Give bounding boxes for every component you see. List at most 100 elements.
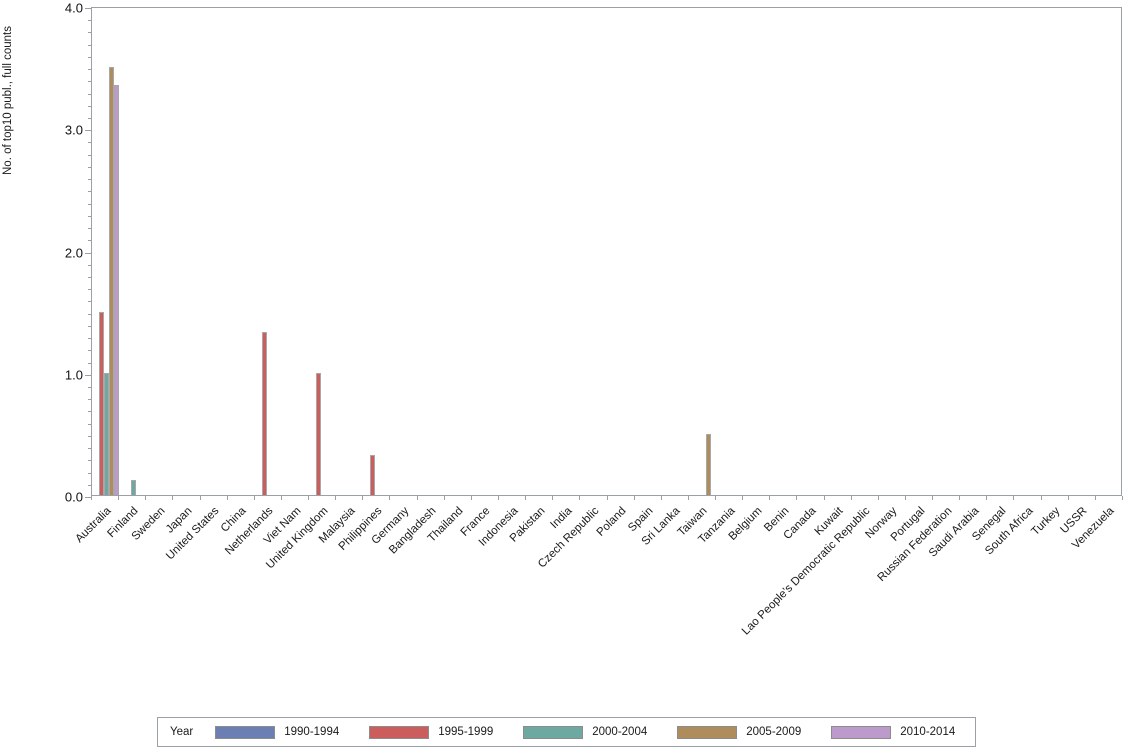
- y-tick-minor: [88, 484, 92, 486]
- x-tick: [362, 496, 364, 500]
- y-tick-minor: [88, 423, 92, 425]
- bar[interactable]: [109, 67, 115, 495]
- x-tick: [769, 496, 771, 500]
- bar[interactable]: [316, 372, 322, 495]
- x-tick: [335, 496, 337, 500]
- y-tick-minor: [88, 350, 92, 352]
- legend-entries: 1990-1994 1995-1999 2000-2004 2005-2009 2010…: [215, 725, 985, 739]
- y-tick-major: [85, 8, 92, 9]
- y-tick-minor: [88, 228, 92, 230]
- bar[interactable]: [705, 433, 711, 495]
- x-tick: [525, 496, 527, 500]
- plot-area: 0.0 1.0 2.0 3.0 4.0: [65, 1, 1122, 505]
- x-tick: [172, 496, 174, 500]
- y-tick-minor: [88, 289, 92, 291]
- bar-group: [772, 8, 797, 495]
- bar-group: [854, 8, 879, 495]
- y-tick-minor: [88, 411, 92, 413]
- bar[interactable]: [370, 454, 376, 495]
- x-tick: [91, 496, 92, 500]
- y-tick-minor: [88, 142, 92, 144]
- legend-entry[interactable]: 2005-2009: [677, 725, 802, 739]
- x-tick: [1013, 496, 1015, 500]
- bar-group: [935, 8, 960, 495]
- legend-entry[interactable]: 2000-2004: [523, 725, 647, 739]
- x-axis-ticks: [91, 496, 1123, 502]
- y-tick-minor: [88, 338, 92, 340]
- x-tick: [986, 496, 988, 500]
- x-tick: [959, 496, 961, 500]
- bar-group: [799, 8, 824, 495]
- y-tick-minor: [88, 472, 92, 474]
- y-tick-label: 2.0: [64, 245, 83, 260]
- x-tick: [932, 496, 934, 500]
- x-tick: [633, 496, 635, 500]
- x-tick: [796, 496, 798, 500]
- bar-group: [881, 8, 906, 495]
- y-axis-title: No. of top10 publ., full counts: [2, 26, 14, 175]
- y-tick-minor: [88, 325, 92, 327]
- y-tick-minor: [88, 154, 92, 156]
- bar-group: [664, 8, 689, 495]
- bar-group: [284, 8, 309, 495]
- y-tick-minor: [88, 215, 92, 217]
- y-tick-minor: [88, 69, 92, 71]
- legend[interactable]: Year 1990-1994 1995-1999 2000-2004 2005-200…: [157, 717, 976, 747]
- bar[interactable]: [131, 480, 137, 495]
- bar-group: [610, 8, 635, 495]
- y-tick-minor: [88, 313, 92, 315]
- bar-group: [338, 8, 363, 495]
- x-tick: [308, 496, 310, 500]
- y-tick-minor: [88, 81, 92, 83]
- legend-swatch: [215, 725, 276, 739]
- x-tick: [552, 496, 554, 500]
- legend-swatch: [831, 725, 892, 739]
- bar-group: [1017, 8, 1042, 495]
- x-tick: [1122, 496, 1123, 500]
- y-tick-major: [85, 252, 92, 254]
- x-tick-label: Finland: [105, 505, 141, 541]
- legend-entry[interactable]: 1995-1999: [369, 725, 493, 739]
- bar[interactable]: [99, 311, 105, 495]
- x-tick: [118, 496, 120, 500]
- y-tick-minor: [88, 44, 92, 46]
- bar-group: [908, 8, 933, 495]
- y-tick-minor: [88, 166, 92, 168]
- bar-group: [393, 8, 418, 495]
- bar[interactable]: [261, 332, 267, 495]
- y-tick-minor: [88, 399, 92, 401]
- y-tick-major: [85, 130, 92, 132]
- x-tick: [687, 496, 689, 500]
- bar-group: [447, 8, 472, 495]
- bar-group: [121, 8, 146, 495]
- legend-swatch: [369, 725, 430, 739]
- bar-group: [148, 8, 173, 495]
- y-tick-minor: [88, 93, 92, 95]
- bar[interactable]: [114, 85, 120, 495]
- x-tick: [389, 496, 391, 500]
- y-tick-minor: [88, 276, 92, 278]
- x-tick: [579, 496, 581, 500]
- x-tick: [1094, 496, 1096, 500]
- y-tick-label: 0.0: [64, 489, 83, 505]
- x-tick: [199, 496, 201, 500]
- x-tick: [1067, 496, 1069, 500]
- legend-entry[interactable]: 1990-1994: [215, 725, 340, 739]
- bar-series-container: [92, 8, 1121, 495]
- bar-group: [691, 8, 716, 495]
- legend-title: Year: [170, 726, 194, 738]
- bar[interactable]: [104, 372, 110, 495]
- x-tick: [715, 496, 717, 500]
- legend-label: 2005-2009: [746, 726, 802, 738]
- bar-group: [582, 8, 607, 495]
- y-tick-minor: [88, 179, 92, 181]
- x-tick: [1040, 496, 1042, 500]
- y-tick-major: [85, 374, 92, 376]
- y-tick-minor: [88, 240, 92, 242]
- y-tick-minor: [88, 191, 92, 193]
- y-tick-minor: [88, 20, 92, 22]
- legend-label: 1990-1994: [284, 726, 340, 738]
- legend-entry[interactable]: 2010-2014: [831, 725, 955, 739]
- x-tick: [226, 496, 228, 500]
